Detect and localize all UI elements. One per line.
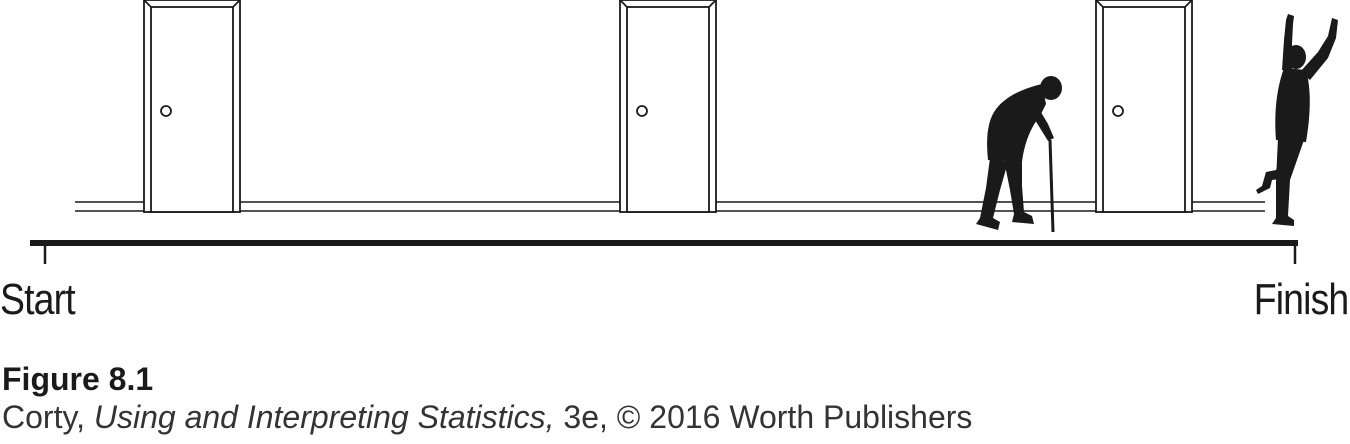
citation: Corty, Using and Interpreting Statistics… bbox=[2, 398, 1342, 436]
race-diagram bbox=[30, 0, 1338, 264]
citation-book-title: Using and Interpreting Statistics, bbox=[93, 399, 555, 435]
celebrating-runner-icon bbox=[1256, 14, 1338, 226]
figure-number: Figure 8.1 bbox=[2, 361, 154, 397]
door-knob bbox=[1112, 105, 1124, 117]
race-track-line bbox=[30, 240, 1298, 264]
citation-edition: 3e, © 2016 Worth Publishers bbox=[554, 399, 973, 435]
door-3 bbox=[1095, 0, 1193, 213]
elderly-walker-icon bbox=[976, 76, 1062, 233]
citation-author: Corty, bbox=[2, 399, 94, 435]
door-2 bbox=[619, 0, 717, 213]
figure-caption: Figure 8.1 Corty, Using and Interpreting… bbox=[2, 360, 1342, 436]
door-knob bbox=[160, 105, 172, 117]
door-1 bbox=[143, 0, 241, 213]
door-knob bbox=[636, 105, 648, 117]
finish-label: Finish bbox=[1253, 275, 1349, 324]
start-label: Start bbox=[0, 275, 76, 324]
